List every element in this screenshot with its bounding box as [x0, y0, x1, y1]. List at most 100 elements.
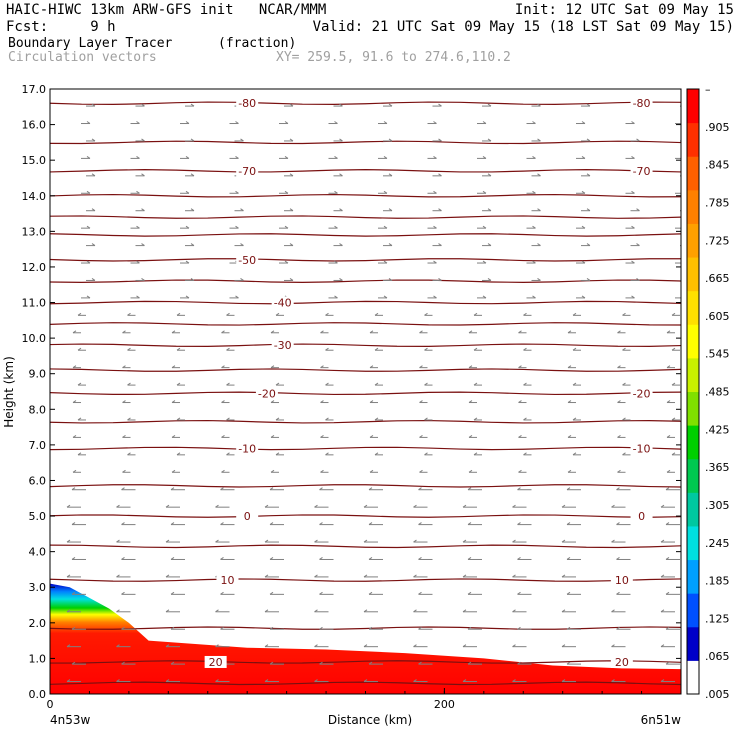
vector-arrowhead	[86, 155, 91, 159]
vector-arrowhead	[320, 469, 324, 473]
vector-arrowhead	[419, 434, 423, 438]
vector-arrowhead	[518, 434, 522, 438]
colorbar-label: .905	[705, 121, 730, 134]
vector-arrowhead	[462, 644, 467, 648]
vector-arrowhead	[518, 365, 522, 369]
colorbar-swatch	[687, 559, 699, 594]
vector-arrowhead	[512, 609, 516, 613]
vector-arrowhead	[190, 138, 195, 142]
boundary-layer-fill	[50, 583, 681, 694]
vector-arrowhead	[566, 522, 571, 526]
vector-arrowhead	[116, 539, 120, 543]
vector-arrowhead	[319, 557, 323, 560]
vector-arrowhead	[171, 469, 176, 473]
vector-arrowhead	[622, 312, 626, 316]
colorbar-swatch	[687, 122, 699, 157]
vector-arrowhead	[473, 312, 478, 316]
isotherm-line	[50, 419, 681, 424]
vector-arrowhead	[185, 121, 190, 124]
vector-arrowhead	[363, 644, 368, 648]
vector-arrowhead	[518, 400, 522, 403]
vector-arrowhead	[616, 557, 620, 560]
vector-arrowhead	[215, 644, 219, 648]
vector-arrowhead	[269, 591, 274, 595]
vector-arrowhead	[215, 504, 219, 508]
colorbar-label: .845	[705, 159, 730, 172]
isotherm-line	[50, 681, 681, 686]
vector-arrowhead	[532, 155, 536, 159]
vector-arrowhead	[320, 365, 324, 369]
isotherm-line	[50, 391, 681, 396]
colorbar-swatch	[687, 223, 699, 258]
y-tick-label: 14.0	[22, 190, 47, 203]
vector-arrowhead	[136, 121, 140, 124]
vector-arrowhead	[269, 557, 274, 560]
vector-arrowhead	[176, 382, 181, 386]
vector-arrowhead	[611, 644, 615, 648]
vector-arrowhead	[383, 190, 388, 194]
vector-arrowhead	[325, 452, 329, 456]
colorbar-label: .785	[705, 196, 730, 209]
vector-arrowhead	[665, 661, 670, 665]
boundary-layer-area	[50, 583, 681, 694]
vector-arrowhead	[121, 487, 125, 491]
vector-arrowhead	[462, 609, 467, 613]
vector-arrowhead	[512, 539, 516, 543]
vector-arrowhead	[240, 278, 244, 281]
colorbar-label: .725	[705, 234, 730, 247]
vector-arrowhead	[567, 330, 572, 334]
vector-arrowhead	[666, 365, 671, 369]
y-tick-label: 15.0	[22, 154, 47, 167]
vector-arrowhead	[418, 626, 422, 630]
vector-arrowhead	[567, 400, 572, 403]
vector-arrowhead	[334, 190, 338, 194]
vector-arrowhead	[617, 365, 621, 369]
vector-arrowhead	[264, 644, 269, 648]
vector-arrowhead	[275, 312, 280, 316]
vector-arrowhead	[473, 382, 478, 386]
vector-arrowhead	[289, 138, 294, 142]
contour-label-bg	[630, 387, 653, 400]
isotherm-line	[50, 368, 681, 372]
vector-arrowhead	[438, 173, 442, 177]
vector-arrowhead	[665, 626, 670, 630]
x-left-location: 4n53w	[50, 713, 91, 727]
contour-label-bg	[236, 164, 259, 177]
vector-arrowhead	[617, 400, 621, 403]
vector-arrowhead	[572, 417, 577, 421]
colorbar-swatch	[687, 425, 699, 460]
vector-arrowhead	[383, 225, 388, 229]
isotherm-line	[50, 484, 681, 488]
vector-arrowhead	[235, 121, 239, 124]
vector-arrowhead	[66, 539, 71, 543]
vector-arrowhead	[116, 644, 120, 648]
contour-label-bg	[271, 296, 294, 309]
isotherm-line	[50, 140, 681, 145]
colorbar-swatch	[687, 458, 699, 493]
isotherm-line	[50, 300, 681, 305]
vector-arrowhead	[170, 661, 175, 665]
vector-arrowhead	[121, 661, 125, 665]
vector-arrowhead	[413, 679, 417, 682]
vector-arrowhead	[275, 417, 280, 421]
vector-arrowhead	[586, 208, 591, 212]
vector-arrowhead	[537, 103, 541, 107]
y-tick-label: 3.0	[29, 581, 47, 594]
y-tick-label: 8.0	[29, 403, 47, 416]
contour-label: -70	[238, 165, 256, 178]
contour-label-bg	[236, 510, 259, 523]
vector-arrowhead	[438, 138, 442, 142]
vector-arrowhead	[482, 121, 487, 124]
colorbar-label: .365	[705, 461, 730, 474]
vector-arrowhead	[77, 452, 82, 456]
y-tick-label: 12.0	[22, 261, 47, 274]
vector-arrowhead	[226, 312, 230, 316]
vector-arrowhead	[325, 312, 329, 316]
header-valid-time: Valid: 21 UTC Sat 09 May 15 (18 LST Sat …	[312, 19, 734, 35]
vector-arrowhead	[413, 574, 417, 578]
vector-arrowhead	[532, 225, 536, 229]
vector-arrowhead	[433, 121, 437, 124]
vector-arrowhead	[339, 278, 343, 281]
vector-arrowhead	[487, 173, 492, 177]
